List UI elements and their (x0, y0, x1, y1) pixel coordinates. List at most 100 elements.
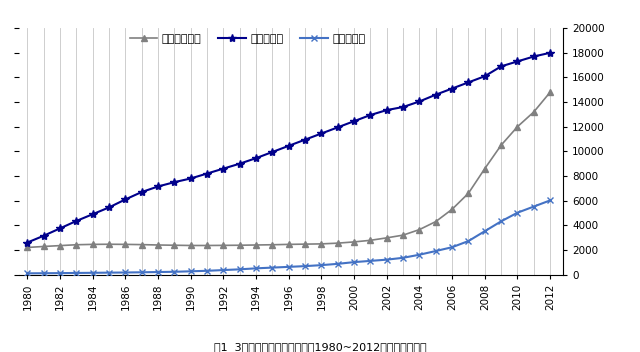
联合收割机 (350, 260, 358, 264)
小型拖拉机 (40, 234, 47, 238)
联合收割机 (465, 239, 472, 243)
小型拖拉机 (187, 176, 195, 181)
小型拖拉机 (154, 184, 162, 189)
大中型拖拉机 (89, 242, 97, 246)
联合收割机 (138, 270, 145, 275)
小型拖拉机 (465, 80, 472, 84)
小型拖拉机 (170, 180, 178, 184)
联合收割机 (448, 245, 456, 249)
大中型拖拉机 (56, 244, 64, 248)
联合收割机 (285, 265, 292, 269)
Line: 大中型拖拉机: 大中型拖拉机 (24, 89, 553, 250)
小型拖拉机 (252, 156, 260, 160)
大中型拖拉机 (432, 220, 440, 224)
大中型拖拉机 (236, 243, 244, 247)
联合收割机 (24, 271, 31, 275)
联合收割机 (72, 271, 80, 275)
小型拖拉机 (415, 99, 423, 103)
联合收割机 (220, 268, 227, 272)
大中型拖拉机 (170, 243, 178, 247)
联合收割机 (89, 271, 97, 275)
小型拖拉机 (514, 59, 522, 63)
小型拖拉机 (448, 86, 456, 90)
联合收割机 (383, 258, 390, 262)
大中型拖拉机 (367, 238, 374, 243)
大中型拖拉机 (204, 243, 211, 247)
小型拖拉机 (89, 212, 97, 216)
小型拖拉机 (432, 93, 440, 97)
大中型拖拉机 (285, 242, 292, 246)
小型拖拉机 (481, 74, 488, 78)
大中型拖拉机 (252, 243, 260, 247)
大中型拖拉机 (40, 244, 47, 249)
联合收割机 (317, 263, 325, 267)
大中型拖拉机 (383, 236, 390, 240)
大中型拖拉机 (317, 242, 325, 246)
大中型拖拉机 (24, 245, 31, 250)
联合收割机 (481, 229, 488, 233)
大中型拖拉机 (105, 242, 113, 246)
小型拖拉机 (383, 108, 390, 112)
联合收割机 (301, 264, 309, 268)
大中型拖拉机 (481, 166, 488, 171)
小型拖拉机 (269, 150, 276, 154)
联合收割机 (415, 253, 423, 257)
Text: 图1  3种主要农业机械总动力（1980~2012年）（万千瓦）: 图1 3种主要农业机械总动力（1980~2012年）（万千瓦） (214, 342, 426, 352)
联合收割机 (252, 266, 260, 270)
大中型拖拉机 (415, 227, 423, 232)
大中型拖拉机 (269, 243, 276, 247)
小型拖拉机 (24, 240, 31, 245)
小型拖拉机 (220, 166, 227, 171)
小型拖拉机 (350, 119, 358, 123)
大中型拖拉机 (122, 242, 129, 246)
小型拖拉机 (301, 138, 309, 142)
联合收割机 (170, 270, 178, 274)
小型拖拉机 (530, 54, 538, 58)
小型拖拉机 (138, 190, 145, 194)
大中型拖拉机 (187, 243, 195, 247)
联合收割机 (547, 198, 554, 202)
大中型拖拉机 (154, 243, 162, 247)
小型拖拉机 (367, 113, 374, 117)
联合收割机 (497, 219, 505, 224)
大中型拖拉机 (530, 110, 538, 114)
小型拖拉机 (236, 162, 244, 166)
小型拖拉机 (285, 144, 292, 148)
Line: 小型拖拉机: 小型拖拉机 (23, 49, 554, 247)
大中型拖拉机 (72, 243, 80, 247)
联合收割机 (204, 269, 211, 273)
联合收割机 (269, 265, 276, 270)
联合收割机 (122, 270, 129, 275)
小型拖拉机 (334, 125, 342, 130)
联合收割机 (105, 271, 113, 275)
大中型拖拉机 (399, 233, 407, 237)
联合收割机 (367, 259, 374, 263)
大中型拖拉机 (465, 191, 472, 195)
大中型拖拉机 (514, 125, 522, 129)
Legend: 大中型拖拉机, 小型拖拉机, 联合收割机: 大中型拖拉机, 小型拖拉机, 联合收割机 (130, 34, 365, 44)
大中型拖拉机 (547, 90, 554, 94)
联合收割机 (56, 271, 64, 275)
联合收割机 (432, 249, 440, 253)
联合收割机 (530, 205, 538, 209)
大中型拖拉机 (220, 243, 227, 247)
联合收割机 (236, 267, 244, 271)
大中型拖拉机 (301, 242, 309, 246)
小型拖拉机 (122, 197, 129, 201)
小型拖拉机 (317, 131, 325, 136)
小型拖拉机 (56, 226, 64, 231)
小型拖拉机 (497, 64, 505, 68)
小型拖拉机 (547, 51, 554, 55)
联合收割机 (40, 271, 47, 275)
小型拖拉机 (204, 171, 211, 176)
联合收割机 (399, 256, 407, 260)
大中型拖拉机 (497, 143, 505, 147)
小型拖拉机 (105, 205, 113, 209)
联合收割机 (334, 262, 342, 266)
大中型拖拉机 (350, 240, 358, 244)
联合收割机 (187, 269, 195, 274)
联合收割机 (514, 210, 522, 215)
大中型拖拉机 (448, 207, 456, 211)
大中型拖拉机 (138, 243, 145, 247)
联合收割机 (154, 270, 162, 274)
